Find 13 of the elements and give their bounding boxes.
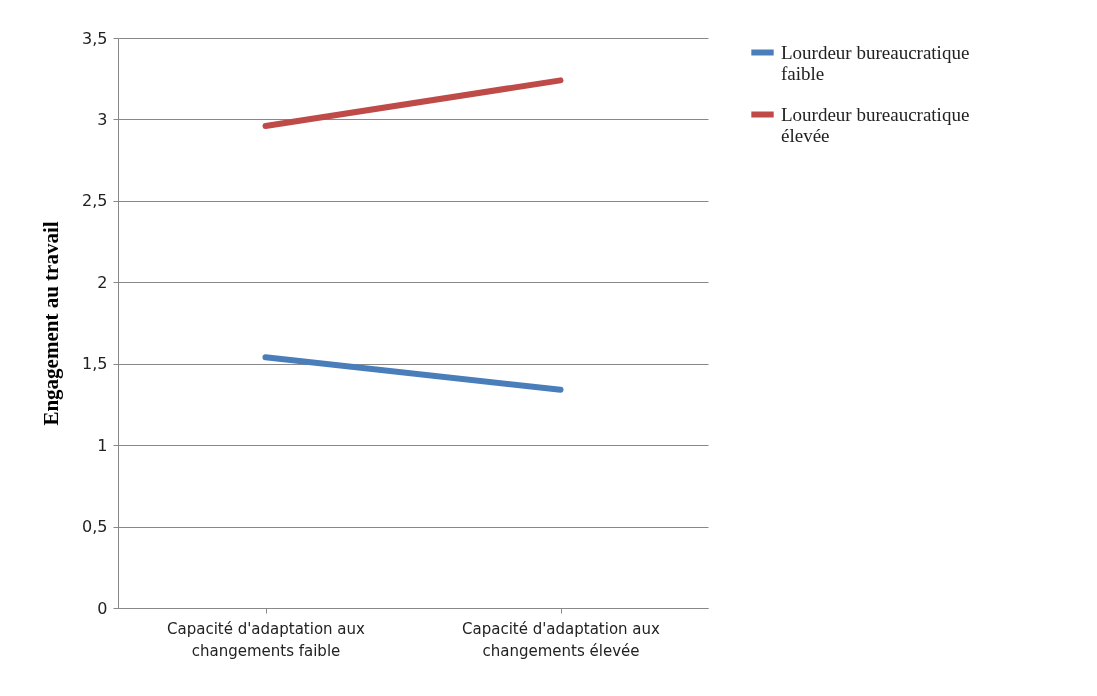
x-tick-label: Capacité d'adaptation aux changements faible [167,619,366,660]
legend-label: Lourdeur bureaucratique élevée [781,103,970,146]
y-axis-title: Engagement au travail [39,221,64,426]
x-tick-label: Capacité d'adaptation aux changements élevée [462,619,661,660]
y-tick-label: 3 [97,109,108,129]
y-tick-label: 2 [97,272,108,292]
y-tick-label: 2,5 [82,191,108,211]
y-tick-label: 3,5 [82,28,108,48]
y-tick-label: 0,5 [82,517,108,537]
y-tick-label: 1 [97,435,108,455]
legend-label: Lourdeur bureaucratique faible [781,41,970,84]
y-tick-label: 0 [97,598,108,618]
y-tick-label: 1,5 [82,354,108,374]
